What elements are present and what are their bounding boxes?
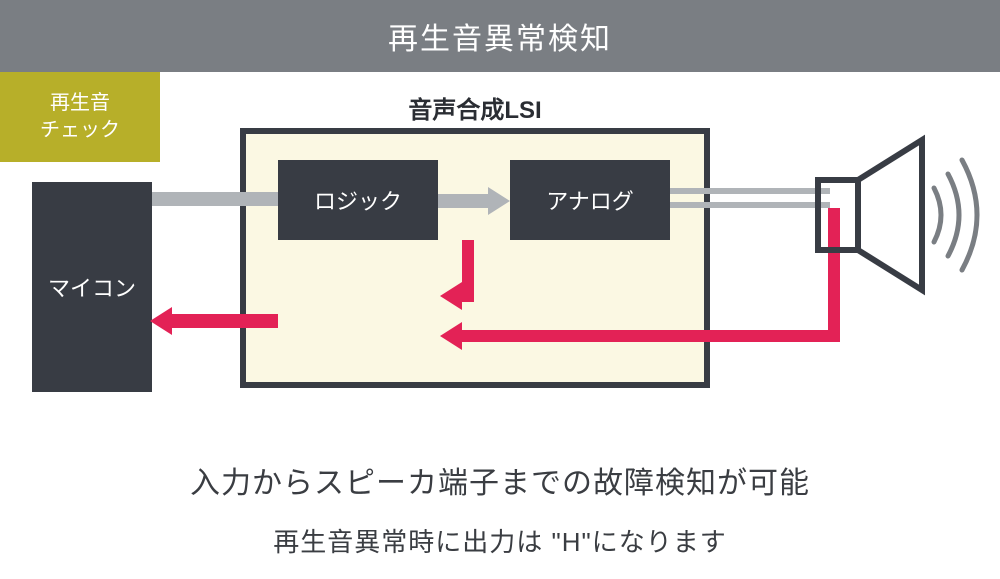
check-label: 再生音 チェック: [40, 90, 120, 144]
line-logic-to-analog: [438, 194, 488, 208]
arrowhead-logic-to-analog: [488, 187, 510, 215]
arrowhead-logic-to-check: [440, 282, 462, 310]
micon-block: マイコン: [32, 182, 152, 392]
diagram-area: 音声合成LSI マイコン ロジック アナログ 再生音 チェック: [0, 72, 1000, 432]
speaker-icon: [812, 132, 952, 302]
footer-line1: 入力からスピーカ端子までの故障検知が可能: [0, 458, 1000, 502]
module-title: 音声合成LSI: [240, 90, 710, 125]
logic-block: ロジック: [278, 160, 438, 240]
header-bar: 再生音異常検知: [0, 0, 1000, 72]
analog-block: アナログ: [510, 160, 670, 240]
line-micon-to-logic: [152, 192, 278, 206]
analog-label: アナログ: [546, 184, 634, 216]
micon-label: マイコン: [48, 271, 136, 303]
footer-line2: 再生音異常時に出力は "H"になります: [0, 522, 1000, 559]
footer-text: 入力からスピーカ端子までの故障検知が可能 再生音異常時に出力は "H"になります: [0, 458, 1000, 559]
line-logic-to-check-h: [460, 290, 474, 302]
arrowhead-check-to-micon: [150, 307, 172, 335]
line-speaker-to-check-h: [460, 330, 840, 342]
line-check-to-micon: [172, 314, 278, 328]
arrowhead-speaker-to-check: [440, 322, 462, 350]
header-title: 再生音異常検知: [388, 14, 612, 58]
logic-label: ロジック: [314, 184, 402, 216]
check-block: 再生音 チェック: [0, 72, 160, 162]
line-analog-to-speaker: [670, 188, 830, 208]
